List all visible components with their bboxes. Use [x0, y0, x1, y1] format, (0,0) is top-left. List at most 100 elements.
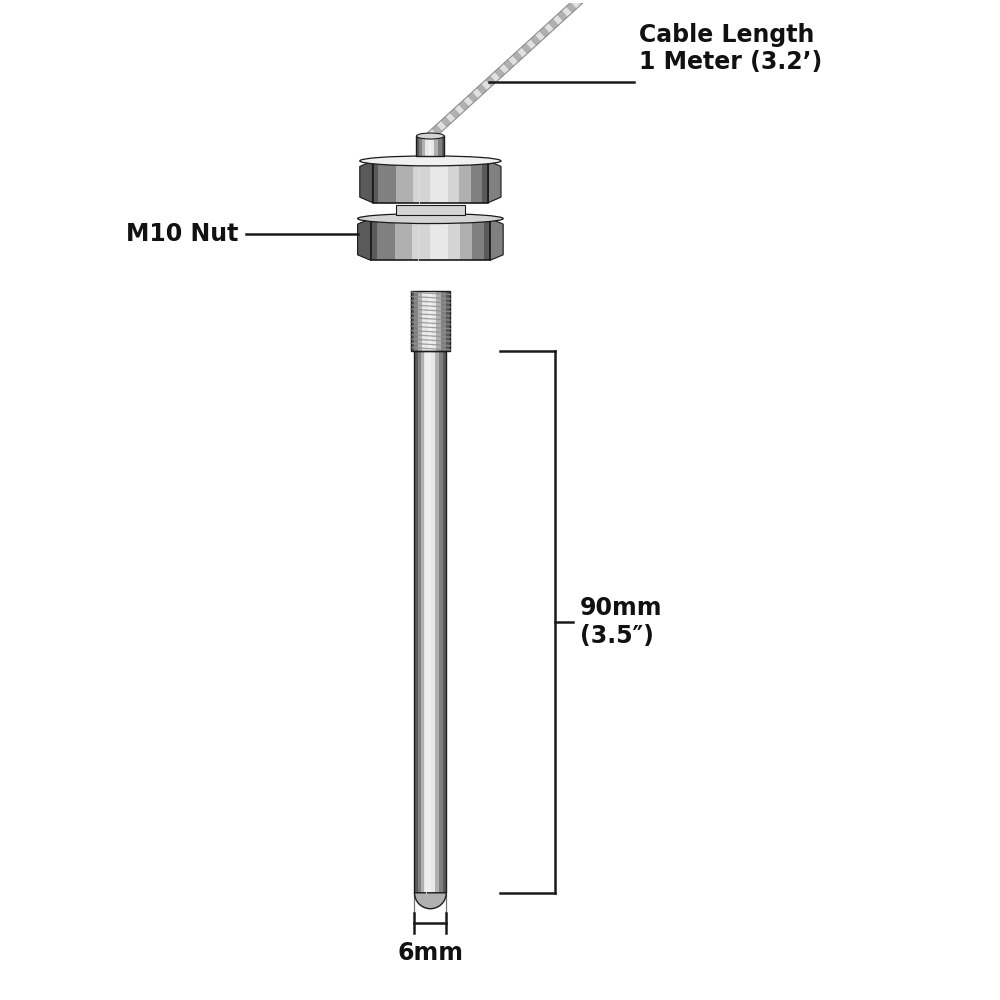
Bar	[454, 219, 461, 260]
Ellipse shape	[416, 133, 444, 139]
Bar	[434, 136, 435, 156]
Bar	[417, 291, 419, 351]
Bar	[430, 136, 432, 156]
Bar	[440, 136, 441, 156]
Bar	[395, 219, 401, 260]
Bar	[401, 219, 407, 260]
Bar	[427, 351, 428, 893]
Text: Cable Length
1 Meter (3.2’): Cable Length 1 Meter (3.2’)	[639, 23, 822, 74]
Polygon shape	[490, 219, 503, 260]
Bar	[425, 291, 427, 351]
Text: M10 Nut: M10 Nut	[126, 222, 238, 246]
Bar	[435, 351, 436, 893]
Bar	[428, 136, 429, 156]
Bar	[435, 136, 436, 156]
Bar	[442, 136, 443, 156]
Bar	[478, 219, 484, 260]
Bar	[418, 351, 419, 893]
Bar	[416, 136, 418, 156]
Bar	[439, 351, 440, 893]
Bar	[436, 161, 442, 203]
Bar	[384, 161, 390, 203]
Bar	[442, 291, 444, 351]
Bar	[418, 219, 425, 260]
Bar	[371, 219, 377, 260]
Text: 90mm
(3.5″): 90mm (3.5″)	[580, 596, 662, 648]
Bar	[484, 219, 490, 260]
Bar	[444, 291, 445, 351]
Bar	[420, 351, 421, 893]
Bar	[430, 219, 437, 260]
Bar	[416, 351, 417, 893]
Bar	[425, 351, 426, 893]
Bar	[424, 291, 425, 351]
Bar	[412, 219, 419, 260]
Bar	[432, 136, 433, 156]
Bar	[434, 351, 435, 893]
Bar	[442, 219, 449, 260]
Bar	[373, 161, 488, 203]
Bar	[419, 136, 420, 156]
Bar	[396, 161, 402, 203]
Polygon shape	[488, 161, 501, 203]
Bar	[445, 351, 446, 893]
Bar	[418, 136, 419, 156]
Bar	[424, 219, 431, 260]
Bar	[440, 351, 441, 893]
Bar	[441, 291, 443, 351]
Bar	[436, 291, 437, 351]
Bar	[371, 219, 490, 260]
Bar	[420, 291, 421, 351]
Bar	[422, 136, 423, 156]
Bar	[448, 291, 449, 351]
Bar	[426, 136, 427, 156]
Bar	[438, 351, 439, 893]
Bar	[396, 205, 465, 215]
Text: 6mm: 6mm	[397, 941, 463, 965]
Bar	[414, 291, 416, 351]
Bar	[437, 291, 439, 351]
Bar	[430, 291, 432, 351]
Bar	[430, 161, 436, 203]
Bar	[431, 351, 433, 893]
Bar	[429, 136, 430, 156]
Bar	[446, 291, 448, 351]
Bar	[407, 161, 413, 203]
Bar	[427, 136, 428, 156]
Bar	[448, 161, 454, 203]
Bar	[426, 351, 427, 893]
Bar	[413, 161, 419, 203]
Bar	[424, 351, 425, 893]
Bar	[421, 351, 422, 893]
Bar	[429, 136, 431, 156]
Bar	[390, 161, 396, 203]
Bar	[482, 161, 489, 203]
Bar	[419, 161, 425, 203]
Bar	[423, 136, 424, 156]
Bar	[477, 161, 483, 203]
Bar	[442, 351, 443, 893]
Bar	[429, 351, 431, 893]
Bar	[421, 291, 423, 351]
Bar	[428, 291, 429, 351]
Bar	[419, 351, 420, 893]
Bar	[416, 136, 444, 156]
Bar	[425, 136, 426, 156]
Bar	[443, 136, 445, 156]
Bar	[460, 219, 466, 260]
Polygon shape	[358, 219, 371, 260]
Bar	[422, 351, 423, 893]
Bar	[417, 351, 418, 893]
Bar	[407, 219, 413, 260]
Ellipse shape	[360, 156, 501, 166]
Bar	[471, 161, 477, 203]
Bar	[383, 219, 389, 260]
Bar	[437, 136, 438, 156]
Bar	[377, 219, 383, 260]
Bar	[472, 219, 478, 260]
Bar	[414, 351, 416, 893]
Bar	[437, 351, 438, 893]
Bar	[449, 291, 450, 351]
Bar	[412, 291, 413, 351]
Bar	[444, 351, 445, 893]
